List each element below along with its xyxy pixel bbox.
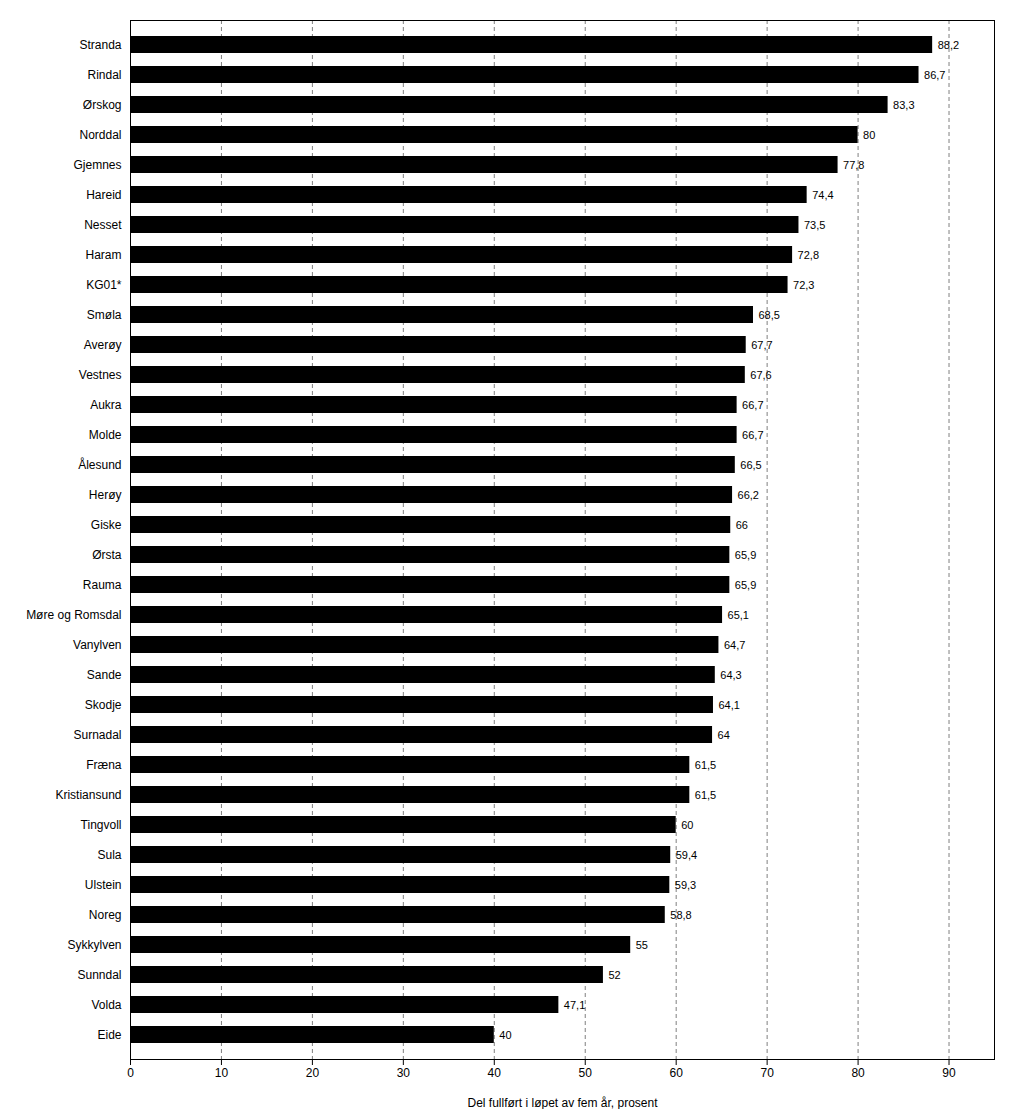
svg-text:Tingvoll: Tingvoll xyxy=(81,818,122,832)
svg-text:Smøla: Smøla xyxy=(87,308,122,322)
svg-text:50: 50 xyxy=(579,1066,593,1080)
svg-text:Vanylven: Vanylven xyxy=(73,638,121,652)
svg-text:Ørskog: Ørskog xyxy=(83,98,122,112)
svg-text:Stranda: Stranda xyxy=(79,38,121,52)
svg-text:83,3: 83,3 xyxy=(893,99,914,111)
svg-text:59,4: 59,4 xyxy=(676,849,697,861)
svg-text:64,3: 64,3 xyxy=(720,669,741,681)
svg-text:66,2: 66,2 xyxy=(738,489,759,501)
svg-text:61,5: 61,5 xyxy=(695,759,716,771)
svg-text:Hareid: Hareid xyxy=(86,188,121,202)
svg-text:77,8: 77,8 xyxy=(843,159,864,171)
svg-text:Vestnes: Vestnes xyxy=(79,368,122,382)
svg-text:Kristiansund: Kristiansund xyxy=(55,788,121,802)
svg-text:Eide: Eide xyxy=(97,1028,121,1042)
svg-text:68,5: 68,5 xyxy=(758,309,779,321)
svg-text:0: 0 xyxy=(127,1066,134,1080)
svg-text:Rauma: Rauma xyxy=(83,578,122,592)
svg-text:Sula: Sula xyxy=(97,848,121,862)
svg-text:Haram: Haram xyxy=(85,248,121,262)
svg-text:74,4: 74,4 xyxy=(812,189,833,201)
svg-text:Averøy: Averøy xyxy=(84,338,122,352)
svg-text:40: 40 xyxy=(499,1029,511,1041)
svg-text:66,7: 66,7 xyxy=(742,399,763,411)
svg-text:Sykkylven: Sykkylven xyxy=(67,938,121,952)
svg-text:Giske: Giske xyxy=(91,518,122,532)
svg-text:Gjemnes: Gjemnes xyxy=(73,158,121,172)
svg-text:Skodje: Skodje xyxy=(85,698,122,712)
svg-text:66: 66 xyxy=(736,519,748,531)
svg-text:86,7: 86,7 xyxy=(924,69,945,81)
svg-text:65,9: 65,9 xyxy=(735,579,756,591)
svg-text:70: 70 xyxy=(760,1066,774,1080)
svg-text:52: 52 xyxy=(608,969,620,981)
svg-text:Rindal: Rindal xyxy=(87,68,121,82)
svg-text:58,8: 58,8 xyxy=(670,909,691,921)
svg-text:47,1: 47,1 xyxy=(564,999,585,1011)
svg-text:64,7: 64,7 xyxy=(724,639,745,651)
svg-text:Herøy: Herøy xyxy=(89,488,122,502)
svg-text:Sunndal: Sunndal xyxy=(77,968,121,982)
svg-text:10: 10 xyxy=(215,1066,229,1080)
svg-text:Del fullført i løpet av fem år: Del fullført i løpet av fem år, prosent xyxy=(467,1096,658,1109)
svg-text:80: 80 xyxy=(863,129,875,141)
svg-text:64: 64 xyxy=(718,729,730,741)
svg-text:20: 20 xyxy=(306,1066,320,1080)
svg-text:88,2: 88,2 xyxy=(938,39,959,51)
svg-text:30: 30 xyxy=(397,1066,411,1080)
svg-text:67,6: 67,6 xyxy=(750,369,771,381)
svg-text:Sande: Sande xyxy=(87,668,122,682)
svg-text:66,5: 66,5 xyxy=(740,459,761,471)
svg-text:KG01*: KG01* xyxy=(86,278,122,292)
svg-text:Fræna: Fræna xyxy=(86,758,122,772)
svg-text:65,9: 65,9 xyxy=(735,549,756,561)
svg-text:60: 60 xyxy=(681,819,693,831)
svg-text:Molde: Molde xyxy=(89,428,122,442)
svg-text:Volda: Volda xyxy=(91,998,121,1012)
svg-text:64,1: 64,1 xyxy=(718,699,739,711)
svg-text:Ørsta: Ørsta xyxy=(92,548,122,562)
svg-text:72,8: 72,8 xyxy=(798,249,819,261)
svg-text:Ålesund: Ålesund xyxy=(78,457,121,472)
svg-text:59,3: 59,3 xyxy=(675,879,696,891)
svg-text:Norddal: Norddal xyxy=(79,128,121,142)
svg-text:90: 90 xyxy=(942,1066,956,1080)
svg-text:Noreg: Noreg xyxy=(89,908,122,922)
svg-text:66,7: 66,7 xyxy=(742,429,763,441)
svg-text:Møre og Romsdal: Møre og Romsdal xyxy=(26,608,121,622)
svg-text:40: 40 xyxy=(488,1066,502,1080)
svg-text:Ulstein: Ulstein xyxy=(85,878,122,892)
svg-text:73,5: 73,5 xyxy=(804,219,825,231)
svg-text:65,1: 65,1 xyxy=(728,609,749,621)
svg-text:61,5: 61,5 xyxy=(695,789,716,801)
svg-text:Aukra: Aukra xyxy=(90,398,122,412)
svg-text:55: 55 xyxy=(636,939,648,951)
svg-text:60: 60 xyxy=(670,1066,684,1080)
svg-text:Nesset: Nesset xyxy=(84,218,122,232)
svg-text:72,3: 72,3 xyxy=(793,279,814,291)
svg-text:67,7: 67,7 xyxy=(751,339,772,351)
svg-text:80: 80 xyxy=(851,1066,865,1080)
svg-text:Surnadal: Surnadal xyxy=(73,728,121,742)
